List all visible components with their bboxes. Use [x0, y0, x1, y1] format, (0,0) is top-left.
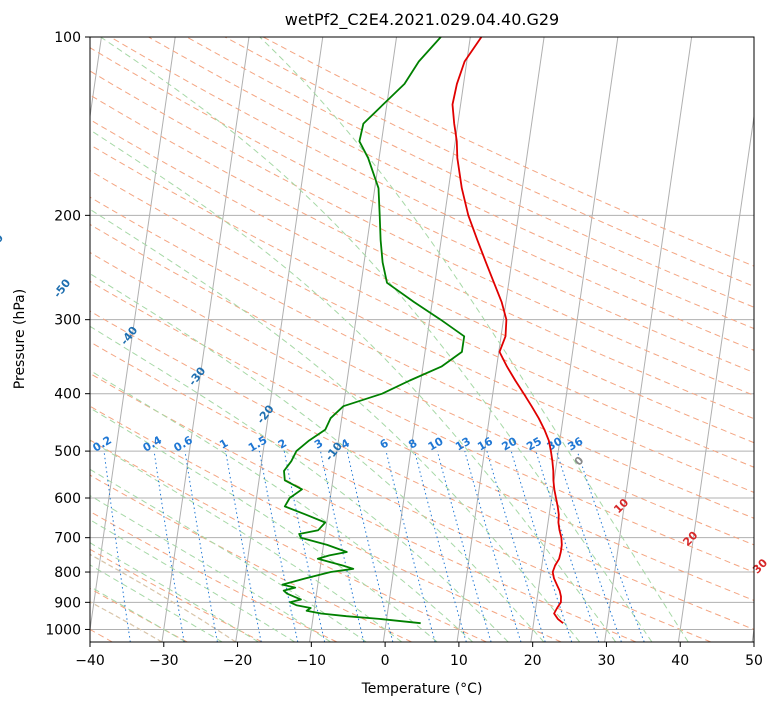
dewpoint-line — [281, 37, 466, 625]
moist-adiabat-line — [90, 439, 403, 642]
dry-adiabat-line — [90, 196, 754, 519]
isotherm-line — [161, 37, 250, 642]
dry-adiabat-line — [90, 170, 754, 493]
x-tick-label: 40 — [671, 653, 689, 669]
moist-adiabat-line — [90, 273, 545, 642]
x-tick-label: −10 — [297, 653, 327, 669]
x-tick-label: 0 — [381, 653, 390, 669]
mixing-ratio-line — [555, 450, 622, 642]
x-tick-label: 10 — [450, 653, 468, 669]
x-axis-label: Temperature (°C) — [361, 681, 483, 697]
isoline-labels: 0.20.40.611.52346810131620253036-100-90-… — [0, 231, 770, 576]
dry-adiabat-label: -20 — [254, 402, 277, 426]
isotherm-line — [235, 37, 324, 642]
isotherm-line — [382, 37, 471, 642]
dry-adiabat-line — [90, 223, 754, 546]
dry-adiabat-line — [90, 144, 754, 468]
mixing-ratio-line — [464, 450, 522, 642]
dry-adiabat-line — [90, 280, 754, 601]
dry-adiabat-label: -60 — [0, 231, 6, 255]
isotherm-label: 10 — [611, 496, 631, 516]
y-tick-label: 600 — [54, 491, 81, 507]
mixing-ratio-line — [486, 450, 546, 642]
x-tick-label: 20 — [524, 653, 542, 669]
isotherm-line — [530, 37, 619, 642]
moist-adiabat-line — [100, 37, 653, 642]
dry-adiabat-line — [90, 94, 754, 420]
temperature-line — [451, 37, 564, 624]
mixing-ratio-line — [184, 451, 218, 642]
mixing-ratio-line — [385, 450, 436, 642]
dry-adiabat-line — [148, 37, 754, 330]
y-axis: 100 200 300 400 500 600 700 800 900 1000 — [45, 30, 90, 638]
isotherm-label: 20 — [680, 529, 700, 549]
moist-adiabat-line — [90, 407, 438, 642]
mixing-ratio-line — [535, 450, 600, 642]
moist-adiabat-line — [90, 369, 473, 642]
dry-adiabat-line — [90, 47, 754, 374]
mixing-ratio-label: 6 — [378, 436, 391, 451]
mixing-ratio-line — [414, 450, 467, 642]
y-tick-label: 700 — [54, 531, 81, 547]
y-tick-label: 800 — [54, 565, 81, 581]
dry-adiabat-line — [90, 372, 637, 642]
mixing-ratio-line — [225, 451, 262, 642]
moist-adiabat-line — [90, 585, 186, 642]
x-tick-label: −30 — [149, 653, 179, 669]
mixing-ratio-line — [103, 451, 131, 642]
moist-adiabat-line — [259, 37, 689, 642]
mixing-ratio-line — [346, 450, 394, 642]
dry-adiabat-line — [186, 37, 754, 308]
dry-adiabat-line — [262, 37, 754, 267]
dry-adiabat-line — [90, 119, 754, 444]
isotherm-line — [751, 625, 754, 642]
y-tick-label: 500 — [54, 444, 81, 460]
y-tick-label: 300 — [54, 313, 81, 329]
dry-adiabat-line — [90, 251, 754, 573]
dry-adiabat-label: -40 — [118, 324, 141, 348]
x-tick-label: 30 — [598, 653, 616, 669]
dry-adiabat-line — [90, 70, 754, 396]
isotherm-line — [456, 37, 545, 642]
dry-adiabat-line — [90, 310, 754, 630]
dry-adiabat-line — [110, 37, 754, 351]
mixing-ratio-line — [153, 451, 185, 642]
moist-adiabat-line — [90, 208, 581, 642]
dry-adiabat-label: -30 — [186, 364, 209, 388]
moist-adiabat-line — [90, 129, 617, 642]
y-tick-label: 100 — [54, 30, 81, 46]
mixing-ratio-label: 1 — [217, 437, 230, 452]
plot-frame — [89, 36, 755, 643]
mixing-ratio-line — [436, 450, 492, 642]
x-tick-label: 50 — [745, 653, 763, 669]
x-tick-label: −40 — [75, 653, 105, 669]
dry-adiabat-line — [90, 405, 562, 642]
dry-adiabat-line — [90, 548, 263, 642]
isotherm-line — [604, 37, 693, 642]
moist-adiabat-line — [90, 325, 509, 642]
background-lines — [90, 37, 754, 642]
mixing-ratio-label: 3 — [312, 437, 325, 452]
dry-adiabat-line — [90, 510, 338, 642]
x-tick-label: −20 — [223, 653, 253, 669]
isotherm-line — [677, 112, 754, 642]
x-axis: −40 −30 −20 −10 0 10 20 30 40 50 — [75, 642, 763, 669]
y-tick-label: 900 — [54, 595, 81, 611]
y-tick-label: 400 — [54, 387, 81, 403]
lcl-label: 0 — [572, 454, 587, 469]
dry-adiabat-label: -50 — [51, 276, 74, 300]
isotherm-line — [90, 37, 176, 633]
moist-adiabat-line — [90, 564, 223, 642]
dry-adiabat-line — [224, 37, 754, 287]
y-axis-label: Pressure (hPa) — [12, 289, 28, 389]
isotherm-label: 30 — [750, 556, 770, 576]
y-tick-label: 1000 — [45, 622, 81, 638]
mixing-ratio-line — [510, 450, 573, 642]
y-tick-label: 200 — [54, 208, 81, 224]
chart-title: wetPf2_C2E4.2021.029.04.40.G29 — [285, 10, 559, 30]
profile-series — [281, 37, 564, 625]
dry-adiabat-line — [90, 341, 711, 642]
